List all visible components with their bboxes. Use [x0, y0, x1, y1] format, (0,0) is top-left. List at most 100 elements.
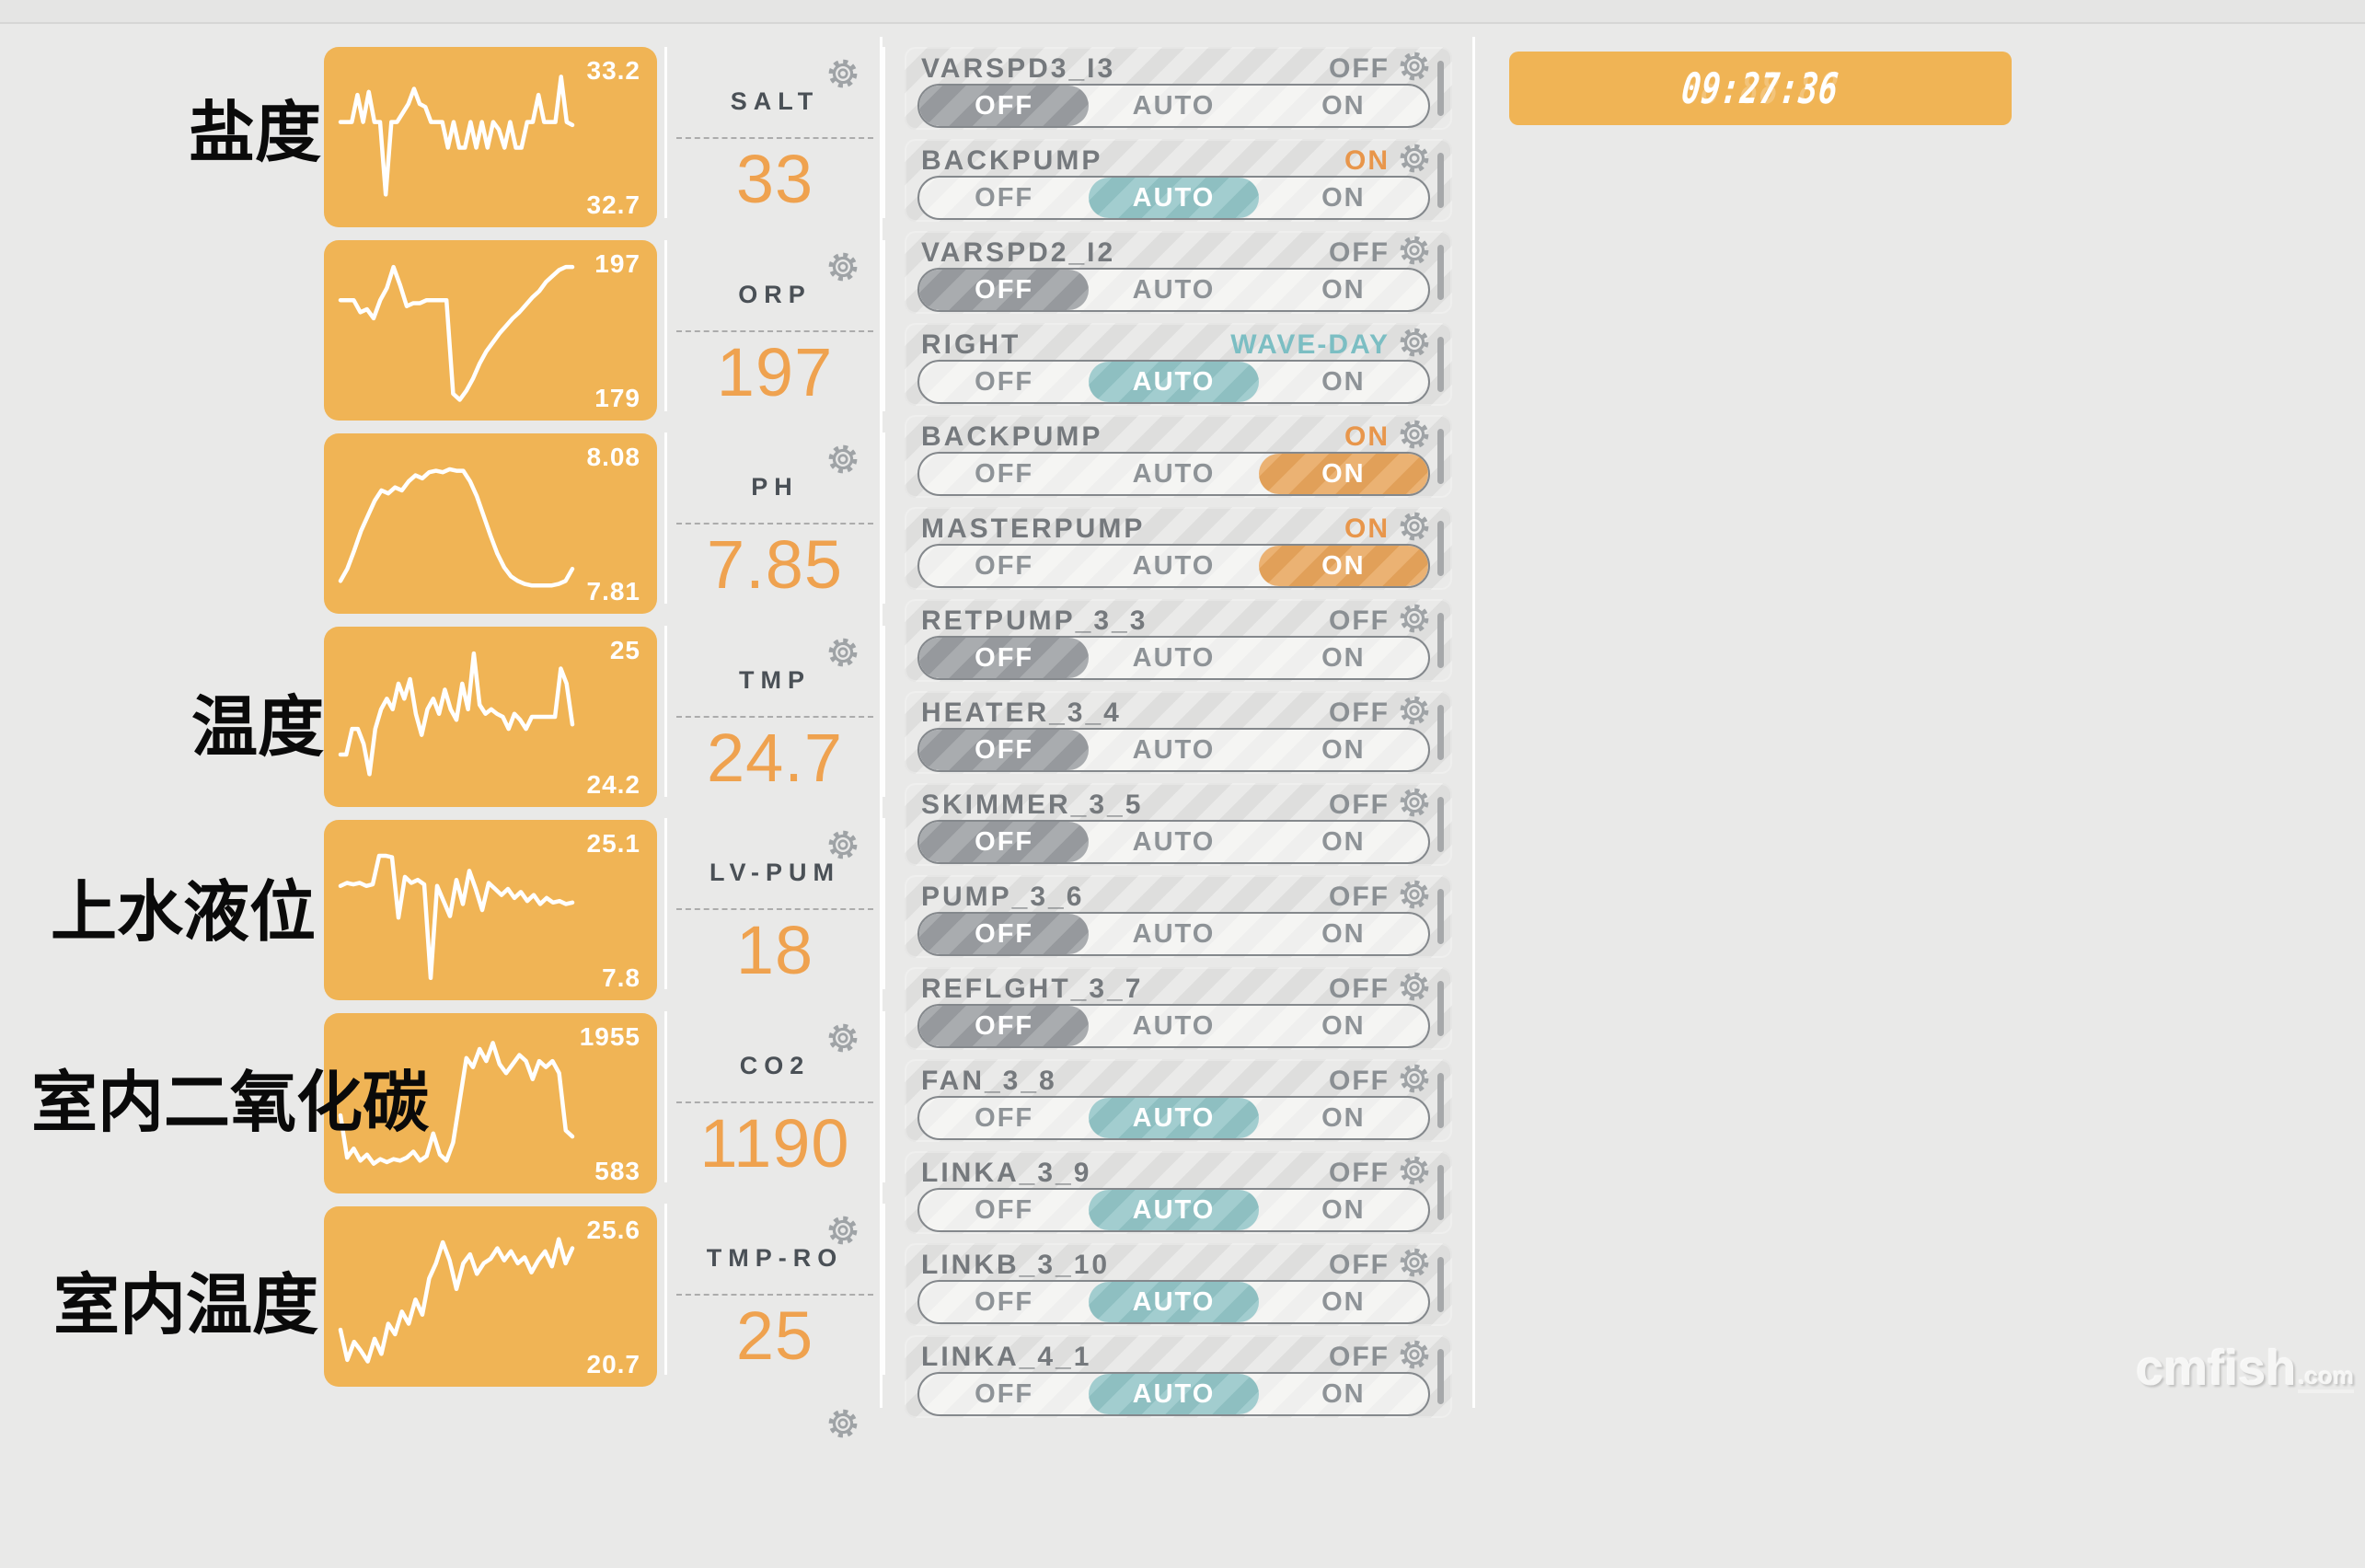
outlet-state-on-button[interactable]: ON	[1321, 1102, 1366, 1133]
gear-icon[interactable]	[1399, 327, 1430, 358]
outlet-state-control[interactable]: OFF AUTO ON	[917, 84, 1430, 128]
outlet-row-LINKA_4_1: LINKA_4_1 OFF OFF AUTO ON	[905, 1335, 1452, 1418]
chart-tile-CO2[interactable]: 1955 583	[324, 1013, 657, 1193]
gear-icon[interactable]	[1399, 695, 1430, 726]
gear-icon[interactable]	[1399, 787, 1430, 818]
outlet-state-on-button[interactable]: ON	[1321, 734, 1366, 765]
outlet-state-off-button[interactable]: OFF	[975, 1194, 1034, 1225]
sensor-value: 197	[716, 334, 834, 410]
gear-icon[interactable]	[1399, 143, 1430, 174]
outlet-state-control[interactable]: OFF AUTO ON	[917, 1004, 1430, 1048]
gear-icon[interactable]	[1399, 1063, 1430, 1094]
gear-icon[interactable]	[1399, 971, 1430, 1002]
gear-icon[interactable]	[1399, 879, 1430, 910]
outlet-status: OFF	[1329, 237, 1390, 268]
outlet-state-auto-button[interactable]: AUTO	[1132, 1010, 1216, 1041]
gear-icon[interactable]	[827, 58, 859, 89]
outlet-state-auto-button[interactable]: AUTO	[1089, 1374, 1259, 1414]
outlet-state-on-button[interactable]: ON	[1321, 1194, 1366, 1225]
gear-icon[interactable]	[1399, 51, 1430, 82]
chart-tile-ORP[interactable]: 197 179	[324, 240, 657, 421]
outlet-state-on-button[interactable]: ON	[1258, 454, 1428, 494]
outlet-state-off-button[interactable]: OFF	[919, 1006, 1090, 1046]
outlet-state-control[interactable]: OFF AUTO ON	[917, 912, 1430, 956]
outlet-state-on-button[interactable]: ON	[1258, 546, 1428, 586]
outlet-state-auto-button[interactable]: AUTO	[1089, 1282, 1259, 1322]
outlet-state-off-button[interactable]: OFF	[919, 914, 1090, 954]
sensor-value: 25	[735, 1297, 814, 1374]
outlet-state-auto-button[interactable]: AUTO	[1089, 362, 1259, 402]
outlet-state-auto-button[interactable]: AUTO	[1089, 1098, 1259, 1138]
gear-icon[interactable]	[1399, 511, 1430, 542]
gear-icon[interactable]	[827, 1215, 859, 1246]
outlet-state-off-button[interactable]: OFF	[975, 1286, 1034, 1317]
outlet-state-auto-button[interactable]: AUTO	[1132, 918, 1216, 949]
gear-icon[interactable]	[827, 1408, 859, 1439]
chart-tile-LV-PUM[interactable]: 25.1 7.8	[324, 820, 657, 1000]
outlet-state-auto-button[interactable]: AUTO	[1132, 550, 1216, 581]
outlet-state-auto-button[interactable]: AUTO	[1132, 734, 1216, 765]
outlet-state-on-button[interactable]: ON	[1321, 182, 1366, 213]
gear-icon[interactable]	[827, 1022, 859, 1054]
chart-max-value: 25.1	[586, 829, 640, 858]
outlet-state-off-button[interactable]: OFF	[919, 86, 1090, 126]
gear-icon[interactable]	[1399, 603, 1430, 634]
chart-tile-SALT[interactable]: 33.2 32.7	[324, 47, 657, 227]
outlet-state-on-button[interactable]: ON	[1321, 642, 1366, 673]
gear-icon[interactable]	[1399, 1247, 1430, 1278]
chart-tile-PH[interactable]: 8.08 7.81	[324, 433, 657, 614]
outlet-state-on-button[interactable]: ON	[1321, 90, 1366, 121]
outlet-state-control[interactable]: OFF AUTO ON	[917, 544, 1430, 588]
gear-icon[interactable]	[827, 444, 859, 475]
sensor-tile-CO2: CO2 1190	[664, 1011, 885, 1182]
outlet-state-control[interactable]: OFF AUTO ON	[917, 820, 1430, 864]
outlet-state-control[interactable]: OFF AUTO ON	[917, 268, 1430, 312]
outlet-state-auto-button[interactable]: AUTO	[1132, 274, 1216, 305]
outlet-state-on-button[interactable]: ON	[1321, 366, 1366, 397]
outlet-state-on-button[interactable]: ON	[1321, 1286, 1366, 1317]
gear-icon[interactable]	[827, 251, 859, 282]
outlet-status: OFF	[1329, 1066, 1390, 1096]
outlet-state-on-button[interactable]: ON	[1321, 1010, 1366, 1041]
gear-icon[interactable]	[1399, 419, 1430, 450]
gear-icon[interactable]	[1399, 1339, 1430, 1370]
outlet-state-on-button[interactable]: ON	[1321, 274, 1366, 305]
outlet-state-off-button[interactable]: OFF	[975, 182, 1034, 213]
outlet-state-auto-button[interactable]: AUTO	[1132, 90, 1216, 121]
outlet-state-control[interactable]: OFF AUTO ON	[917, 1096, 1430, 1140]
outlet-state-control[interactable]: OFF AUTO ON	[917, 1280, 1430, 1324]
outlet-state-off-button[interactable]: OFF	[975, 458, 1034, 489]
outlet-state-on-button[interactable]: ON	[1321, 918, 1366, 949]
column-divider	[1472, 37, 1475, 1408]
outlet-state-on-button[interactable]: ON	[1321, 826, 1366, 857]
outlet-state-control[interactable]: OFF AUTO ON	[917, 452, 1430, 496]
outlet-state-auto-button[interactable]: AUTO	[1089, 1190, 1259, 1230]
gear-icon[interactable]	[827, 829, 859, 860]
chart-tile-TMP-RO[interactable]: 25.6 20.7	[324, 1206, 657, 1387]
outlet-state-control[interactable]: OFF AUTO ON	[917, 176, 1430, 220]
gear-icon[interactable]	[1399, 1155, 1430, 1186]
gear-icon[interactable]	[827, 637, 859, 668]
outlet-state-auto-button[interactable]: AUTO	[1132, 642, 1216, 673]
outlet-state-off-button[interactable]: OFF	[975, 1378, 1034, 1409]
gear-icon[interactable]	[1399, 235, 1430, 266]
outlet-state-control[interactable]: OFF AUTO ON	[917, 360, 1430, 404]
outlet-state-control[interactable]: OFF AUTO ON	[917, 636, 1430, 680]
outlet-state-control[interactable]: OFF AUTO ON	[917, 1372, 1430, 1416]
outlet-state-off-button[interactable]: OFF	[919, 638, 1090, 678]
outlet-state-off-button[interactable]: OFF	[975, 1102, 1034, 1133]
outlet-state-off-button[interactable]: OFF	[919, 822, 1090, 862]
chart-tile-TMP[interactable]: 25 24.2	[324, 627, 657, 807]
outlet-state-auto-button[interactable]: AUTO	[1132, 826, 1216, 857]
outlet-row-LINKB_3_10: LINKB_3_10 OFF OFF AUTO ON	[905, 1243, 1452, 1326]
outlet-state-control[interactable]: OFF AUTO ON	[917, 1188, 1430, 1232]
outlet-state-off-button[interactable]: OFF	[975, 550, 1034, 581]
outlet-state-off-button[interactable]: OFF	[919, 730, 1090, 770]
outlet-state-on-button[interactable]: ON	[1321, 1378, 1366, 1409]
outlet-state-off-button[interactable]: OFF	[975, 366, 1034, 397]
outlet-name: LINKB_3_10	[921, 1250, 1111, 1280]
outlet-state-control[interactable]: OFF AUTO ON	[917, 728, 1430, 772]
outlet-state-auto-button[interactable]: AUTO	[1132, 458, 1216, 489]
outlet-state-auto-button[interactable]: AUTO	[1089, 178, 1259, 218]
outlet-state-off-button[interactable]: OFF	[919, 270, 1090, 310]
